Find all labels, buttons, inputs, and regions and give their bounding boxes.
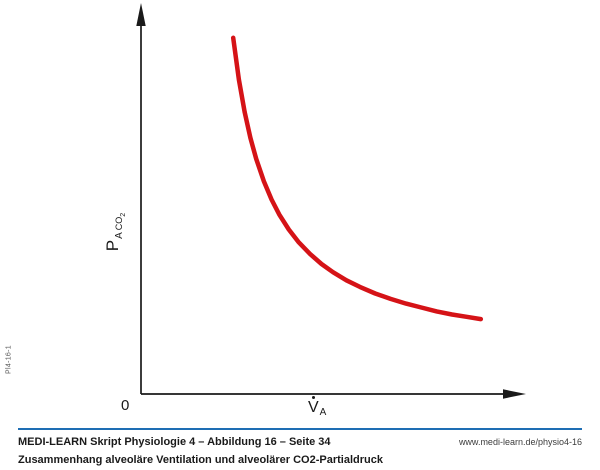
y-axis-label: PACO2 [103, 201, 127, 263]
footer-url-link[interactable]: www.medi-learn.de/physio4-16 [458, 437, 582, 447]
chart-canvas [136, 3, 526, 399]
x-axis-label: V A [308, 396, 327, 418]
x-axis-symbol-v: V [308, 399, 319, 416]
co2-ventilation-curve [230, 35, 484, 322]
y-axis-symbol-p: P [103, 239, 122, 252]
x-axis-symbol-v-wrap: V [308, 396, 319, 417]
y-axis-subscript-a: A [114, 232, 125, 239]
footer-divider-rule [18, 428, 582, 430]
origin-zero-label: 0 [121, 397, 130, 414]
y-axis-subscript-co: CO [114, 216, 124, 231]
footer-source-title: MEDI-LEARN Skript Physiologie 4 – Abbild… [18, 436, 331, 448]
y-axis-subscript-2: 2 [120, 212, 127, 217]
x-axis-arrowhead-icon [503, 389, 526, 399]
footer-row: MEDI-LEARN Skript Physiologie 4 – Abbild… [18, 436, 582, 448]
x-axis-subscript-a: A [319, 407, 327, 418]
figure-caption: Zusammenhang alveoläre Ventilation und a… [18, 454, 383, 466]
derivative-dot-icon [312, 396, 315, 399]
y-axis-arrowhead-icon [136, 3, 146, 26]
